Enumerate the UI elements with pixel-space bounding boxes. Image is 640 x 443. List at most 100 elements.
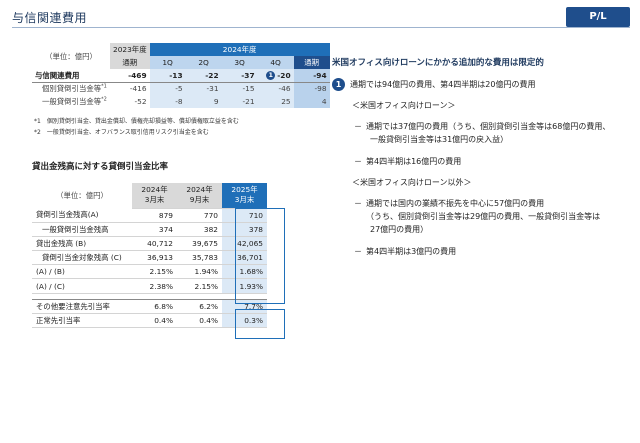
- table-row: その他要注意先引当率 6.8% 6.2% 7.7%: [32, 298, 267, 314]
- cell: 0.3%: [222, 313, 267, 329]
- cell: -52: [134, 97, 147, 106]
- bullet-text: 通期では国内の業績不振先を中心に57億円の費用: [366, 199, 545, 208]
- bullet-continuation: 一般貸倒引当金等は31億円の戻入益）: [370, 135, 509, 144]
- cell: 879: [132, 208, 177, 223]
- dash-icon: －: [354, 122, 362, 131]
- cell: 382: [177, 222, 222, 237]
- cell-value: -20: [277, 70, 291, 80]
- footnote-1: *1 個別貸倒引当金、貸出金償却、債権売却損益等、償却債権取立益を含む: [34, 118, 239, 125]
- cell: 378: [222, 222, 267, 237]
- key-point-text: 通期では94億円の費用、第4四半期は20億円の費用: [350, 80, 536, 89]
- col-header-2024-03: 2024年 3月末: [132, 183, 177, 209]
- row-label-text: 一般貸倒引当金等: [42, 97, 102, 106]
- bullet-text: 第4四半期は16億円の費用: [366, 157, 462, 166]
- row-label: 貸倒引当金残高(A): [32, 208, 132, 223]
- cell: -15: [221, 82, 258, 95]
- row-label-text: 個別貸倒引当金等: [42, 84, 102, 94]
- table-header-row: （単位：億円） 2024年 3月末 2024年 9月末 2025年 3月末: [32, 183, 267, 209]
- row-label: 与信関連費用: [32, 69, 110, 83]
- cell: -98: [293, 82, 330, 95]
- table-row: 一般貸倒引当金残高 374 382 378: [32, 222, 267, 237]
- cell: 1.94%: [177, 264, 222, 280]
- table-header-row: （単位：億円） 2023年度 2024年度: [32, 43, 330, 61]
- footnote-2: *2 一般貸倒引当金、オフバランス取引信用リスク引当金を含む: [34, 129, 209, 136]
- commentary-title: 米国オフィス向けローンにかかる追加的な費用は限定的: [332, 58, 544, 68]
- row-label: (A) / (B): [32, 264, 132, 280]
- cell: 1 -20: [257, 69, 294, 83]
- row-label: 貸出金残高 (B): [32, 236, 132, 252]
- row-label: 個別貸倒引当金等*1: [32, 82, 110, 95]
- cell: 0.4%: [132, 313, 177, 329]
- q3-header: 3Q: [221, 56, 258, 69]
- cell: 35,783: [177, 250, 222, 266]
- cell: 42,065: [222, 236, 267, 252]
- cell: -5: [149, 82, 186, 95]
- fy2023-header: 2023年度: [110, 43, 150, 56]
- cell: 6.2%: [177, 298, 222, 314]
- footnotes: *1 個別貸倒引当金、貸出金償却、債権売却損益等、償却債権取立益を含む *2 一…: [34, 116, 239, 138]
- col-header-year: 2025年: [231, 185, 258, 195]
- allowance-ratio-table: （単位：億円） 2024年 3月末 2024年 9月末 2025年 3月末 貸倒引当金…: [32, 183, 267, 329]
- cell: 36,913: [132, 250, 177, 266]
- row-label: 正常先引当率: [32, 313, 132, 329]
- table-row: 正常先引当率 0.4% 0.4% 0.3%: [32, 313, 267, 329]
- cell: 0.4%: [177, 313, 222, 329]
- bullet-item: － 通期では国内の業績不振先を中心に57億円の費用: [354, 197, 632, 210]
- row-label: (A) / (C): [32, 278, 132, 294]
- q1-header: 1Q: [149, 56, 186, 69]
- q2-header: 2Q: [185, 56, 222, 69]
- col-header-month: 9月末: [189, 195, 210, 205]
- row-label: 一般貸倒引当金残高: [32, 222, 132, 237]
- cell: 7.7%: [222, 298, 267, 314]
- table-row: 貸出金残高 (B) 40,712 39,675 42,065: [32, 236, 267, 252]
- cell: 39,675: [177, 236, 222, 252]
- cell: 2.38%: [132, 278, 177, 294]
- cell: 1.93%: [222, 278, 267, 294]
- header-divider: [12, 27, 630, 28]
- col-header-month: 3月末: [144, 195, 165, 205]
- row-label: 貸倒引当金対象残高 (C): [32, 250, 132, 266]
- commentary-panel: 米国オフィス向けローンにかかる追加的な費用は限定的 1 通期では94億円の費用、…: [332, 56, 632, 267]
- cell: -31: [185, 82, 222, 95]
- cell: -469: [110, 69, 150, 83]
- bullet-item: － 第4四半期は16億円の費用: [354, 155, 632, 168]
- footnote-ref: *2: [101, 96, 107, 103]
- cell: 710: [222, 208, 267, 223]
- bullet-text: 第4四半期は3億円の費用: [366, 247, 457, 256]
- cell: 2.15%: [132, 264, 177, 280]
- cell: -22: [185, 69, 222, 83]
- cell: 4: [293, 95, 330, 108]
- cell: -94: [293, 69, 330, 83]
- bullet-item: － 通期では37億円の費用（うち、個別貸倒引当金等は68億円の費用、: [354, 120, 632, 133]
- cell: 770: [177, 208, 222, 223]
- bullet-text: 通期では37億円の費用（うち、個別貸倒引当金等は68億円の費用、: [366, 122, 611, 131]
- credit-cost-table: （単位：億円） 2023年度 2024年度 通期 1Q 2Q 3Q 4Q 通期 …: [32, 43, 330, 108]
- col-header-2025-03: 2025年 3月末: [222, 183, 267, 209]
- cell: 2.15%: [177, 278, 222, 294]
- col-header-2024-09: 2024年 9月末: [177, 183, 222, 209]
- cell: -8: [149, 95, 186, 108]
- table-row: 貸倒引当金残高(A) 879 770 710: [32, 208, 267, 223]
- cell: -13: [149, 69, 186, 83]
- group-heading-other: ＜米国オフィス向けローン以外＞: [352, 178, 472, 187]
- bullet-item: － 第4四半期は3億円の費用: [354, 245, 632, 258]
- footnote-ref: *1: [101, 83, 107, 90]
- number-1-icon: 1: [332, 78, 345, 91]
- cell: 36,701: [222, 250, 267, 266]
- section-badge: P/L: [566, 7, 630, 27]
- row-label: その他要注意先引当率: [32, 298, 132, 314]
- fy2024-full-header: 通期: [293, 56, 330, 69]
- cell: 6.8%: [132, 298, 177, 314]
- key-point: 1 通期では94億円の費用、第4四半期は20億円の費用: [332, 78, 632, 91]
- cell: 374: [132, 222, 177, 237]
- page-header: 与信関連費用 P/L: [0, 0, 640, 34]
- col-header-month: 3月末: [234, 195, 255, 205]
- table-row: 個別貸倒引当金等*1 -416 -5 -31 -15 -46 -98: [32, 82, 330, 95]
- table-row: (A) / (B) 2.15% 1.94% 1.68%: [32, 264, 267, 280]
- cell: 25: [257, 95, 294, 108]
- cell: 9: [185, 95, 222, 108]
- bullet-continuation-text: （うち、個別貸倒引当金等は29億円の費用、一般貸倒引当金等は: [366, 212, 601, 221]
- q4-header: 4Q: [257, 56, 294, 69]
- table-subheader-row: 通期 1Q 2Q 3Q 4Q 通期: [32, 56, 330, 69]
- cell: 40,712: [132, 236, 177, 252]
